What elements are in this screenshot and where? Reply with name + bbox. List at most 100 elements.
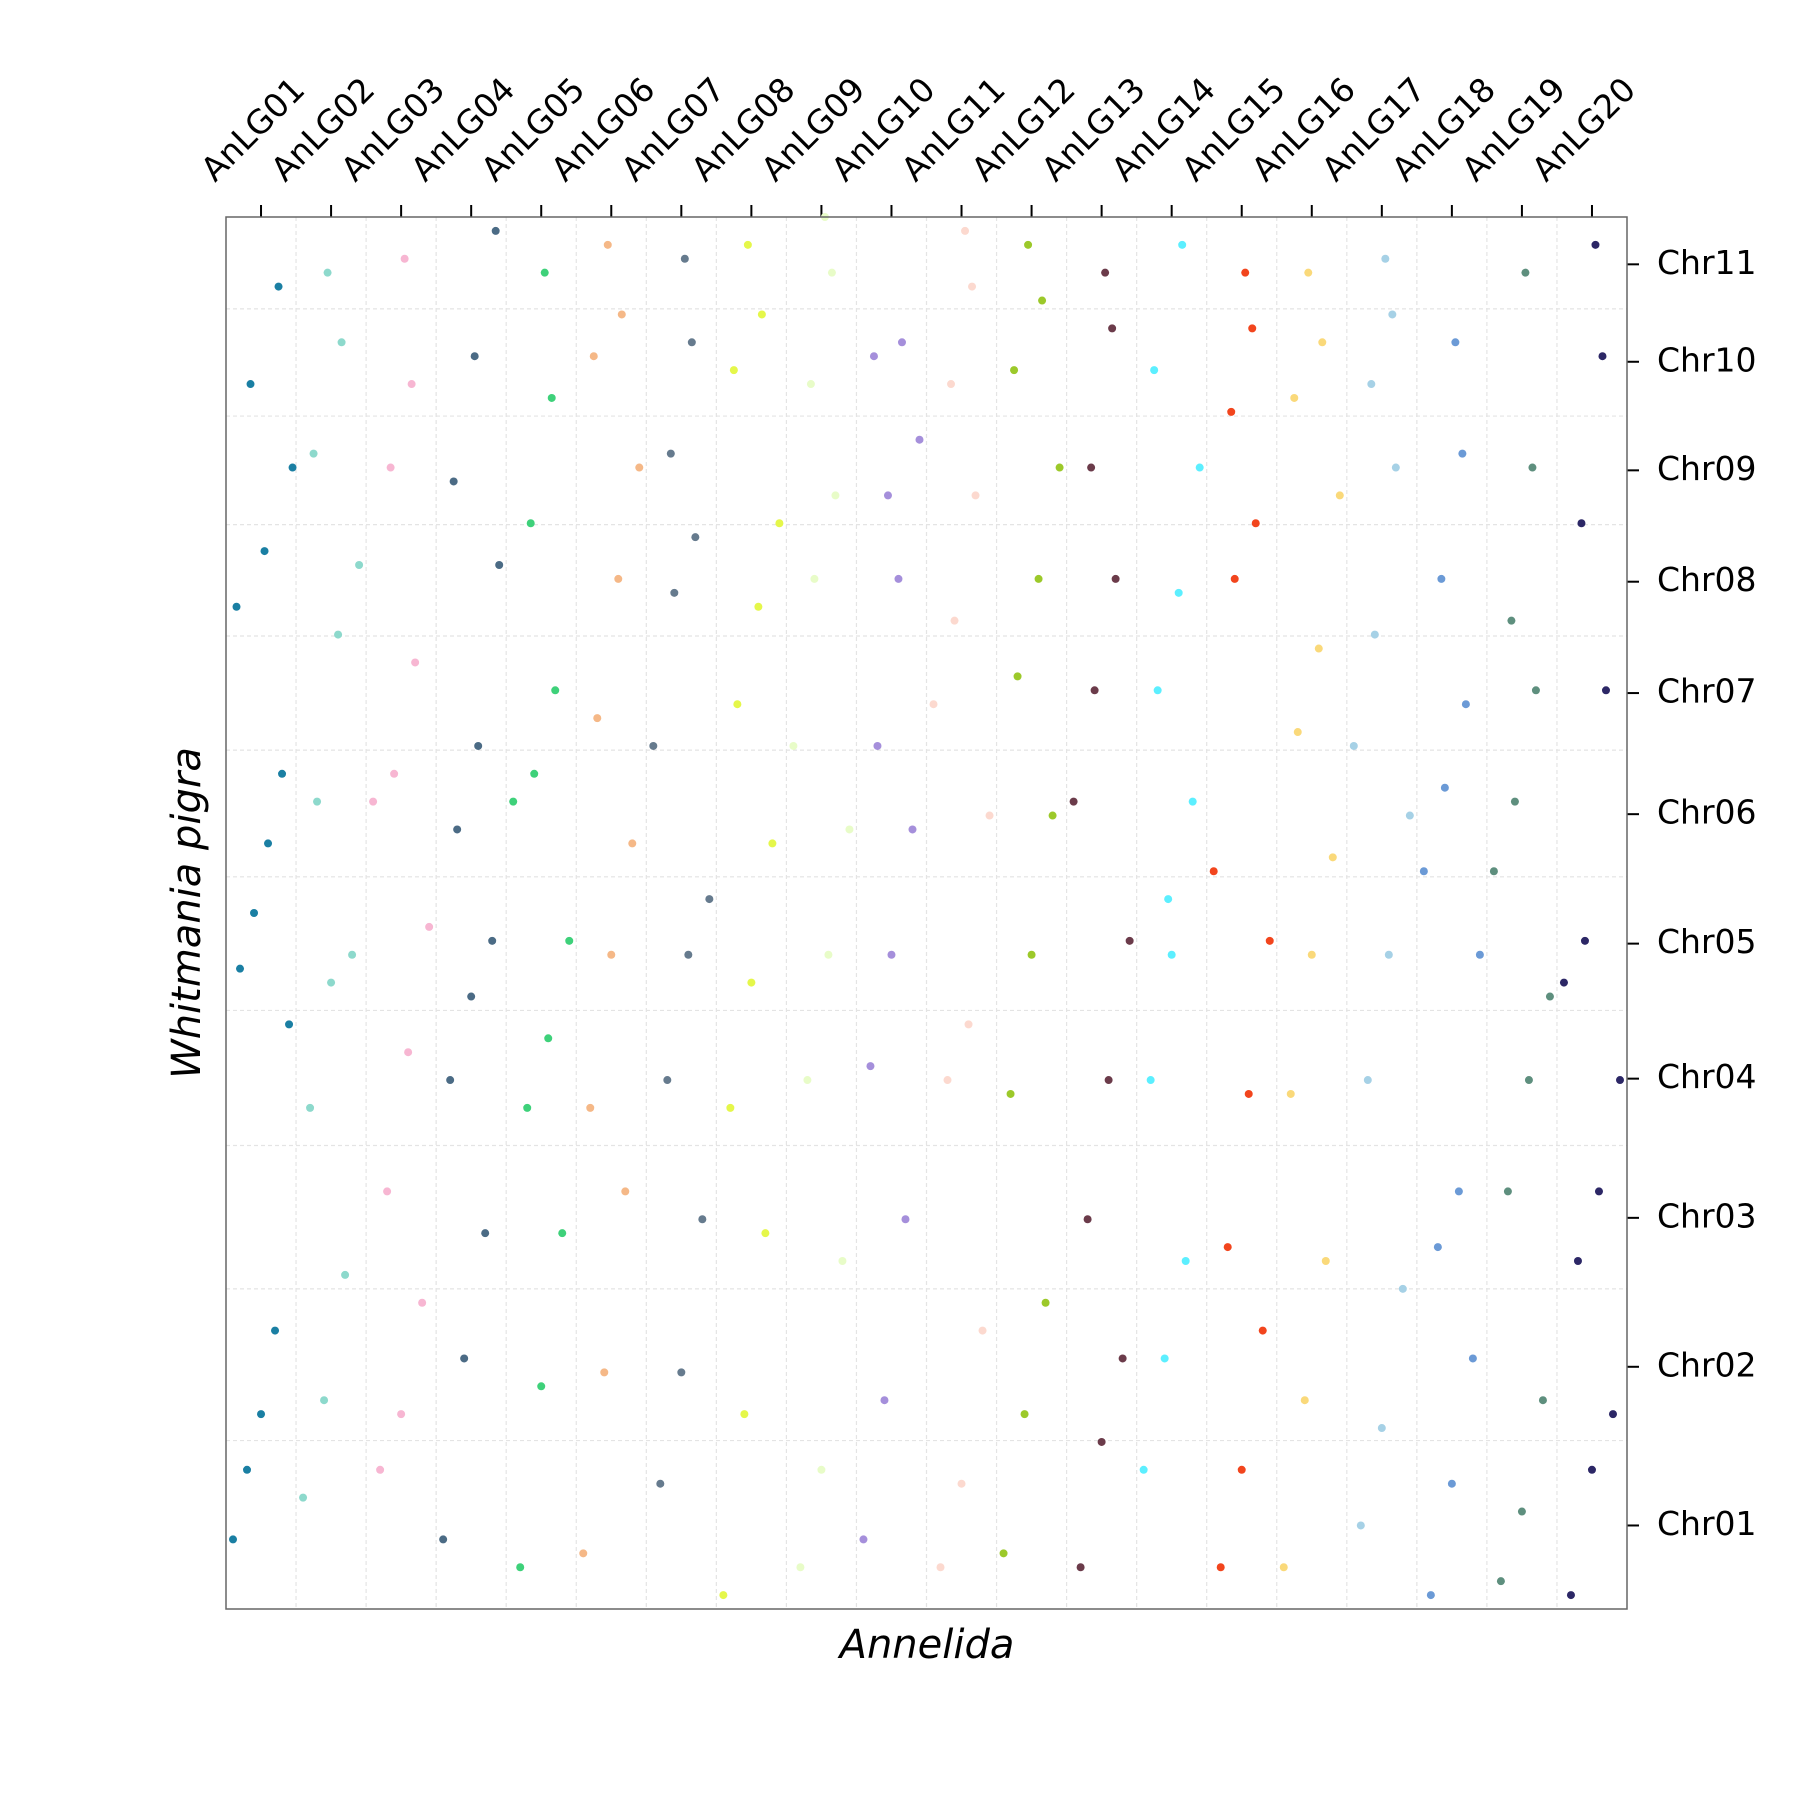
- point: [1349, 741, 1358, 750]
- point: [348, 950, 357, 959]
- point: [880, 1396, 889, 1405]
- point: [1055, 463, 1064, 472]
- point: [246, 380, 255, 389]
- point: [467, 992, 476, 1001]
- point: [449, 477, 458, 486]
- point: [1227, 407, 1236, 416]
- point: [1010, 366, 1019, 375]
- point: [957, 1479, 966, 1488]
- point: [1024, 240, 1033, 249]
- point: [1230, 574, 1239, 583]
- point: [593, 714, 602, 723]
- point: [470, 352, 479, 361]
- point: [1076, 1563, 1085, 1572]
- point: [1598, 352, 1607, 361]
- point: [754, 602, 763, 611]
- point: [404, 1048, 413, 1057]
- point: [894, 574, 903, 583]
- point: [1258, 1326, 1267, 1335]
- point: [1006, 1089, 1015, 1098]
- point: [540, 268, 549, 277]
- point: [1034, 574, 1043, 583]
- y-tick-label: Chr02: [1657, 1345, 1757, 1384]
- point: [1577, 519, 1586, 528]
- point: [1160, 1354, 1169, 1363]
- point: [1440, 783, 1449, 792]
- point: [603, 240, 612, 249]
- point: [299, 1493, 308, 1502]
- point: [666, 449, 675, 458]
- point: [768, 839, 777, 848]
- point: [1510, 797, 1519, 806]
- point: [1038, 296, 1047, 305]
- point: [1370, 630, 1379, 639]
- point: [915, 435, 924, 444]
- point: [285, 1020, 294, 1029]
- point: [334, 630, 343, 639]
- point: [1041, 1298, 1050, 1307]
- point: [1391, 463, 1400, 472]
- point: [369, 797, 378, 806]
- point: [1405, 811, 1414, 820]
- point: [775, 519, 784, 528]
- point: [1279, 1563, 1288, 1572]
- point: [869, 352, 878, 361]
- point: [558, 1229, 567, 1238]
- point: [866, 1062, 875, 1071]
- point: [547, 393, 556, 402]
- point: [1174, 588, 1183, 597]
- y-tick-label: Chr07: [1657, 672, 1757, 711]
- point: [947, 380, 956, 389]
- point: [684, 950, 693, 959]
- point: [1069, 797, 1078, 806]
- point: [964, 1020, 973, 1029]
- point: [656, 1479, 665, 1488]
- point: [1580, 936, 1589, 945]
- point: [355, 561, 364, 569]
- point: [838, 1257, 847, 1265]
- point: [628, 839, 637, 848]
- point: [1566, 1591, 1575, 1600]
- point: [1090, 686, 1099, 695]
- point: [1454, 1187, 1463, 1196]
- point: [1447, 1479, 1456, 1488]
- point: [635, 463, 644, 472]
- point: [309, 449, 318, 458]
- point: [1503, 1187, 1512, 1196]
- point: [719, 1591, 728, 1600]
- point: [537, 1382, 546, 1391]
- point: [341, 1270, 350, 1279]
- point: [747, 978, 756, 987]
- point: [1381, 254, 1390, 263]
- point: [873, 741, 882, 750]
- point: [1286, 1089, 1295, 1098]
- point: [1195, 463, 1204, 472]
- point: [1104, 1076, 1113, 1085]
- point: [1293, 728, 1302, 737]
- y-axis-label: Whitmania pigra: [164, 747, 210, 1079]
- point: [236, 964, 245, 973]
- point: [323, 268, 332, 277]
- y-tick-label: Chr01: [1657, 1504, 1757, 1543]
- point: [1241, 268, 1250, 277]
- point: [961, 226, 970, 235]
- point: [474, 741, 483, 750]
- point: [1314, 644, 1323, 653]
- point: [677, 1368, 686, 1377]
- point: [1377, 1424, 1386, 1433]
- point: [383, 1187, 392, 1196]
- point: [579, 1549, 588, 1558]
- point: [229, 1535, 238, 1544]
- point: [1164, 895, 1173, 904]
- point: [418, 1298, 427, 1307]
- point: [705, 895, 714, 904]
- point: [883, 491, 892, 500]
- point: [232, 602, 241, 611]
- point: [1087, 463, 1096, 472]
- point: [929, 700, 938, 709]
- point: [407, 380, 416, 389]
- y-tick-label: Chr03: [1657, 1196, 1757, 1235]
- point: [803, 1076, 812, 1085]
- point: [901, 1215, 910, 1224]
- point: [274, 282, 283, 291]
